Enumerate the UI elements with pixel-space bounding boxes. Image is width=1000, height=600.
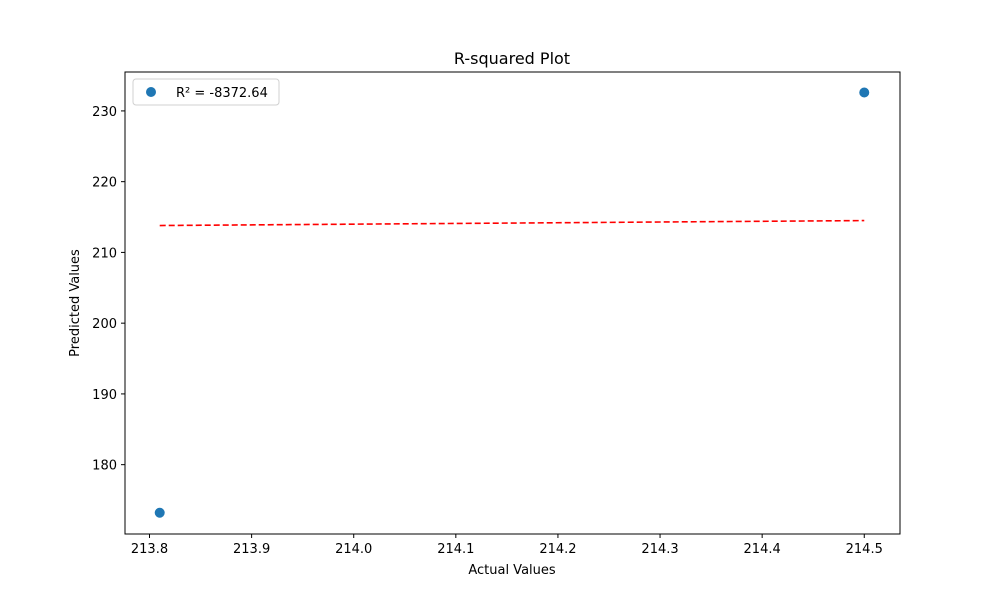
x-tick-label: 213.8 [131,542,168,557]
x-tick-label: 214.2 [539,542,576,557]
legend-label: R² = -8372.64 [176,86,268,101]
legend-marker [146,87,156,97]
legend-box [132,78,280,106]
y-axis: 180 190 200 210 220 230 [92,105,125,474]
data-point [154,507,165,518]
y-tick-label: 230 [92,105,117,120]
x-axis-title: Actual Values [468,563,556,578]
y-tick-label: 190 [92,388,117,403]
legend: R² = -8372.64 [132,78,280,106]
x-tick-label: 214.1 [437,542,474,557]
chart-title: R-squared Plot [454,49,570,68]
x-axis: 213.8 213.9 214.0 214.1 214.2 214.3 214.4 214.5 [131,534,883,557]
x-tick-label: 214.3 [641,542,678,557]
x-tick-label: 214.4 [744,542,781,557]
plot-frame [124,71,901,535]
fit-line [159,219,865,227]
data-point [859,87,870,98]
x-tick-label: 214.5 [846,542,883,557]
y-tick-label: 210 [92,246,117,261]
y-tick-label: 220 [92,176,117,191]
y-axis-title: Predicted Values [68,249,83,357]
x-tick-label: 214.0 [335,542,372,557]
x-tick-label: 213.9 [233,542,270,557]
plot-layer [154,87,870,518]
y-tick-label: 200 [92,317,117,332]
y-tick-label: 180 [92,459,117,474]
